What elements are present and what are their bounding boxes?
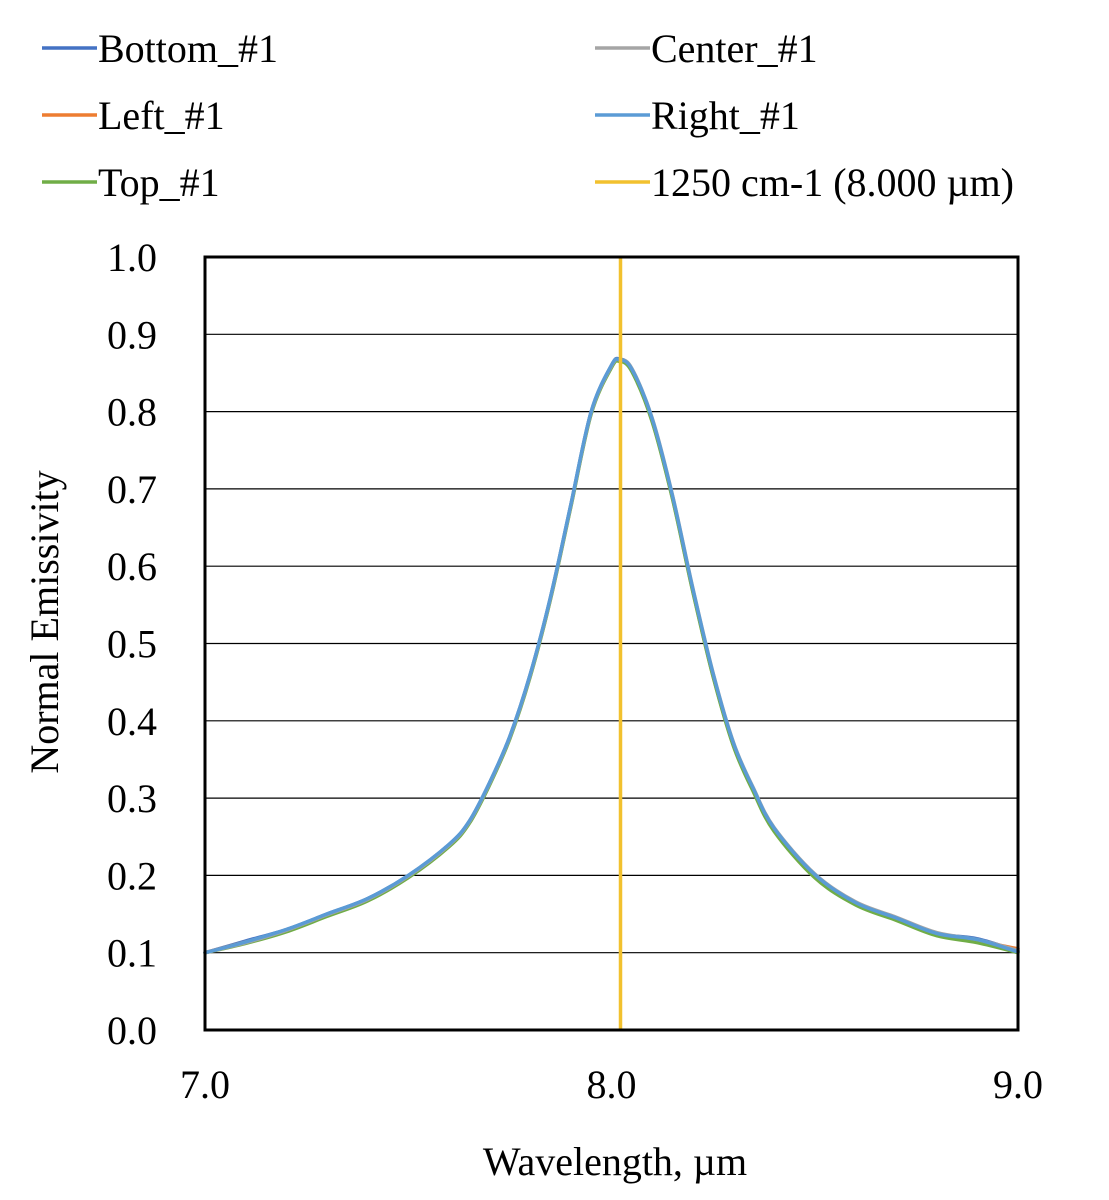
series-line-bottom-1 bbox=[203, 356, 1020, 955]
y-tick-label: 0.4 bbox=[107, 699, 157, 744]
series-line-top-1 bbox=[203, 358, 1020, 955]
x-tick-label: 7.0 bbox=[180, 1062, 230, 1107]
legend-label-bottom-1: Bottom_#1 bbox=[98, 26, 278, 71]
legend-label-top-1: Top_#1 bbox=[98, 160, 220, 205]
y-tick-label: 0.9 bbox=[107, 312, 157, 357]
gridlines bbox=[205, 333, 1018, 954]
plot-frame bbox=[203, 255, 1020, 1032]
legend: Bottom_#1 Center_#1 Left_#1 Right_#1 Top_#1 1… bbox=[42, 26, 1014, 205]
y-axis-title: Normal Emissivity bbox=[22, 470, 67, 773]
x-tick-label: 8.0 bbox=[587, 1062, 637, 1107]
y-tick-label: 0.0 bbox=[107, 1008, 157, 1053]
series-line-center-1 bbox=[203, 357, 1020, 955]
series-lines bbox=[203, 356, 1020, 955]
x-tick-labels: 7.0 8.0 9.0 bbox=[180, 1062, 1043, 1107]
x-axis-title: Wavelength, µm bbox=[483, 1139, 747, 1184]
x-tick-label: 9.0 bbox=[993, 1062, 1043, 1107]
y-tick-label: 0.8 bbox=[107, 390, 157, 435]
y-tick-labels: 0.0 0.1 0.2 0.3 0.4 0.5 0.6 0.7 0.8 0.9 1.0 bbox=[107, 235, 157, 1053]
legend-label-center-1: Center_#1 bbox=[651, 26, 818, 71]
y-tick-label: 1.0 bbox=[107, 235, 157, 280]
series-line-left-1 bbox=[203, 358, 1020, 955]
legend-label-right-1: Right_#1 bbox=[651, 93, 800, 138]
y-tick-label: 0.3 bbox=[107, 776, 157, 821]
y-tick-label: 0.6 bbox=[107, 544, 157, 589]
series-line-right-1 bbox=[203, 357, 1020, 955]
y-tick-label: 0.1 bbox=[107, 931, 157, 976]
y-tick-label: 0.7 bbox=[107, 467, 157, 512]
legend-label-1250-cm-1-8-000-m: 1250 cm-1 (8.000 µm) bbox=[651, 160, 1014, 205]
y-tick-label: 0.2 bbox=[107, 853, 157, 898]
legend-label-left-1: Left_#1 bbox=[98, 93, 225, 138]
y-tick-label: 0.5 bbox=[107, 622, 157, 667]
